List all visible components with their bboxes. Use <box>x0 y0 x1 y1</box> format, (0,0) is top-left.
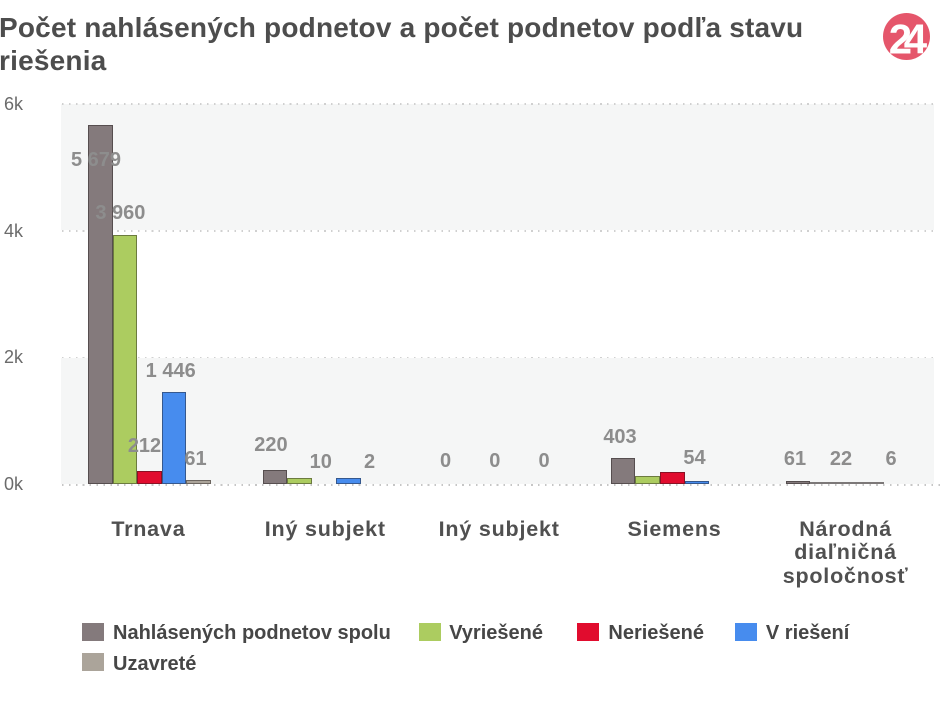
svg-text:2: 2 <box>889 16 912 63</box>
svg-text:4: 4 <box>904 16 928 63</box>
